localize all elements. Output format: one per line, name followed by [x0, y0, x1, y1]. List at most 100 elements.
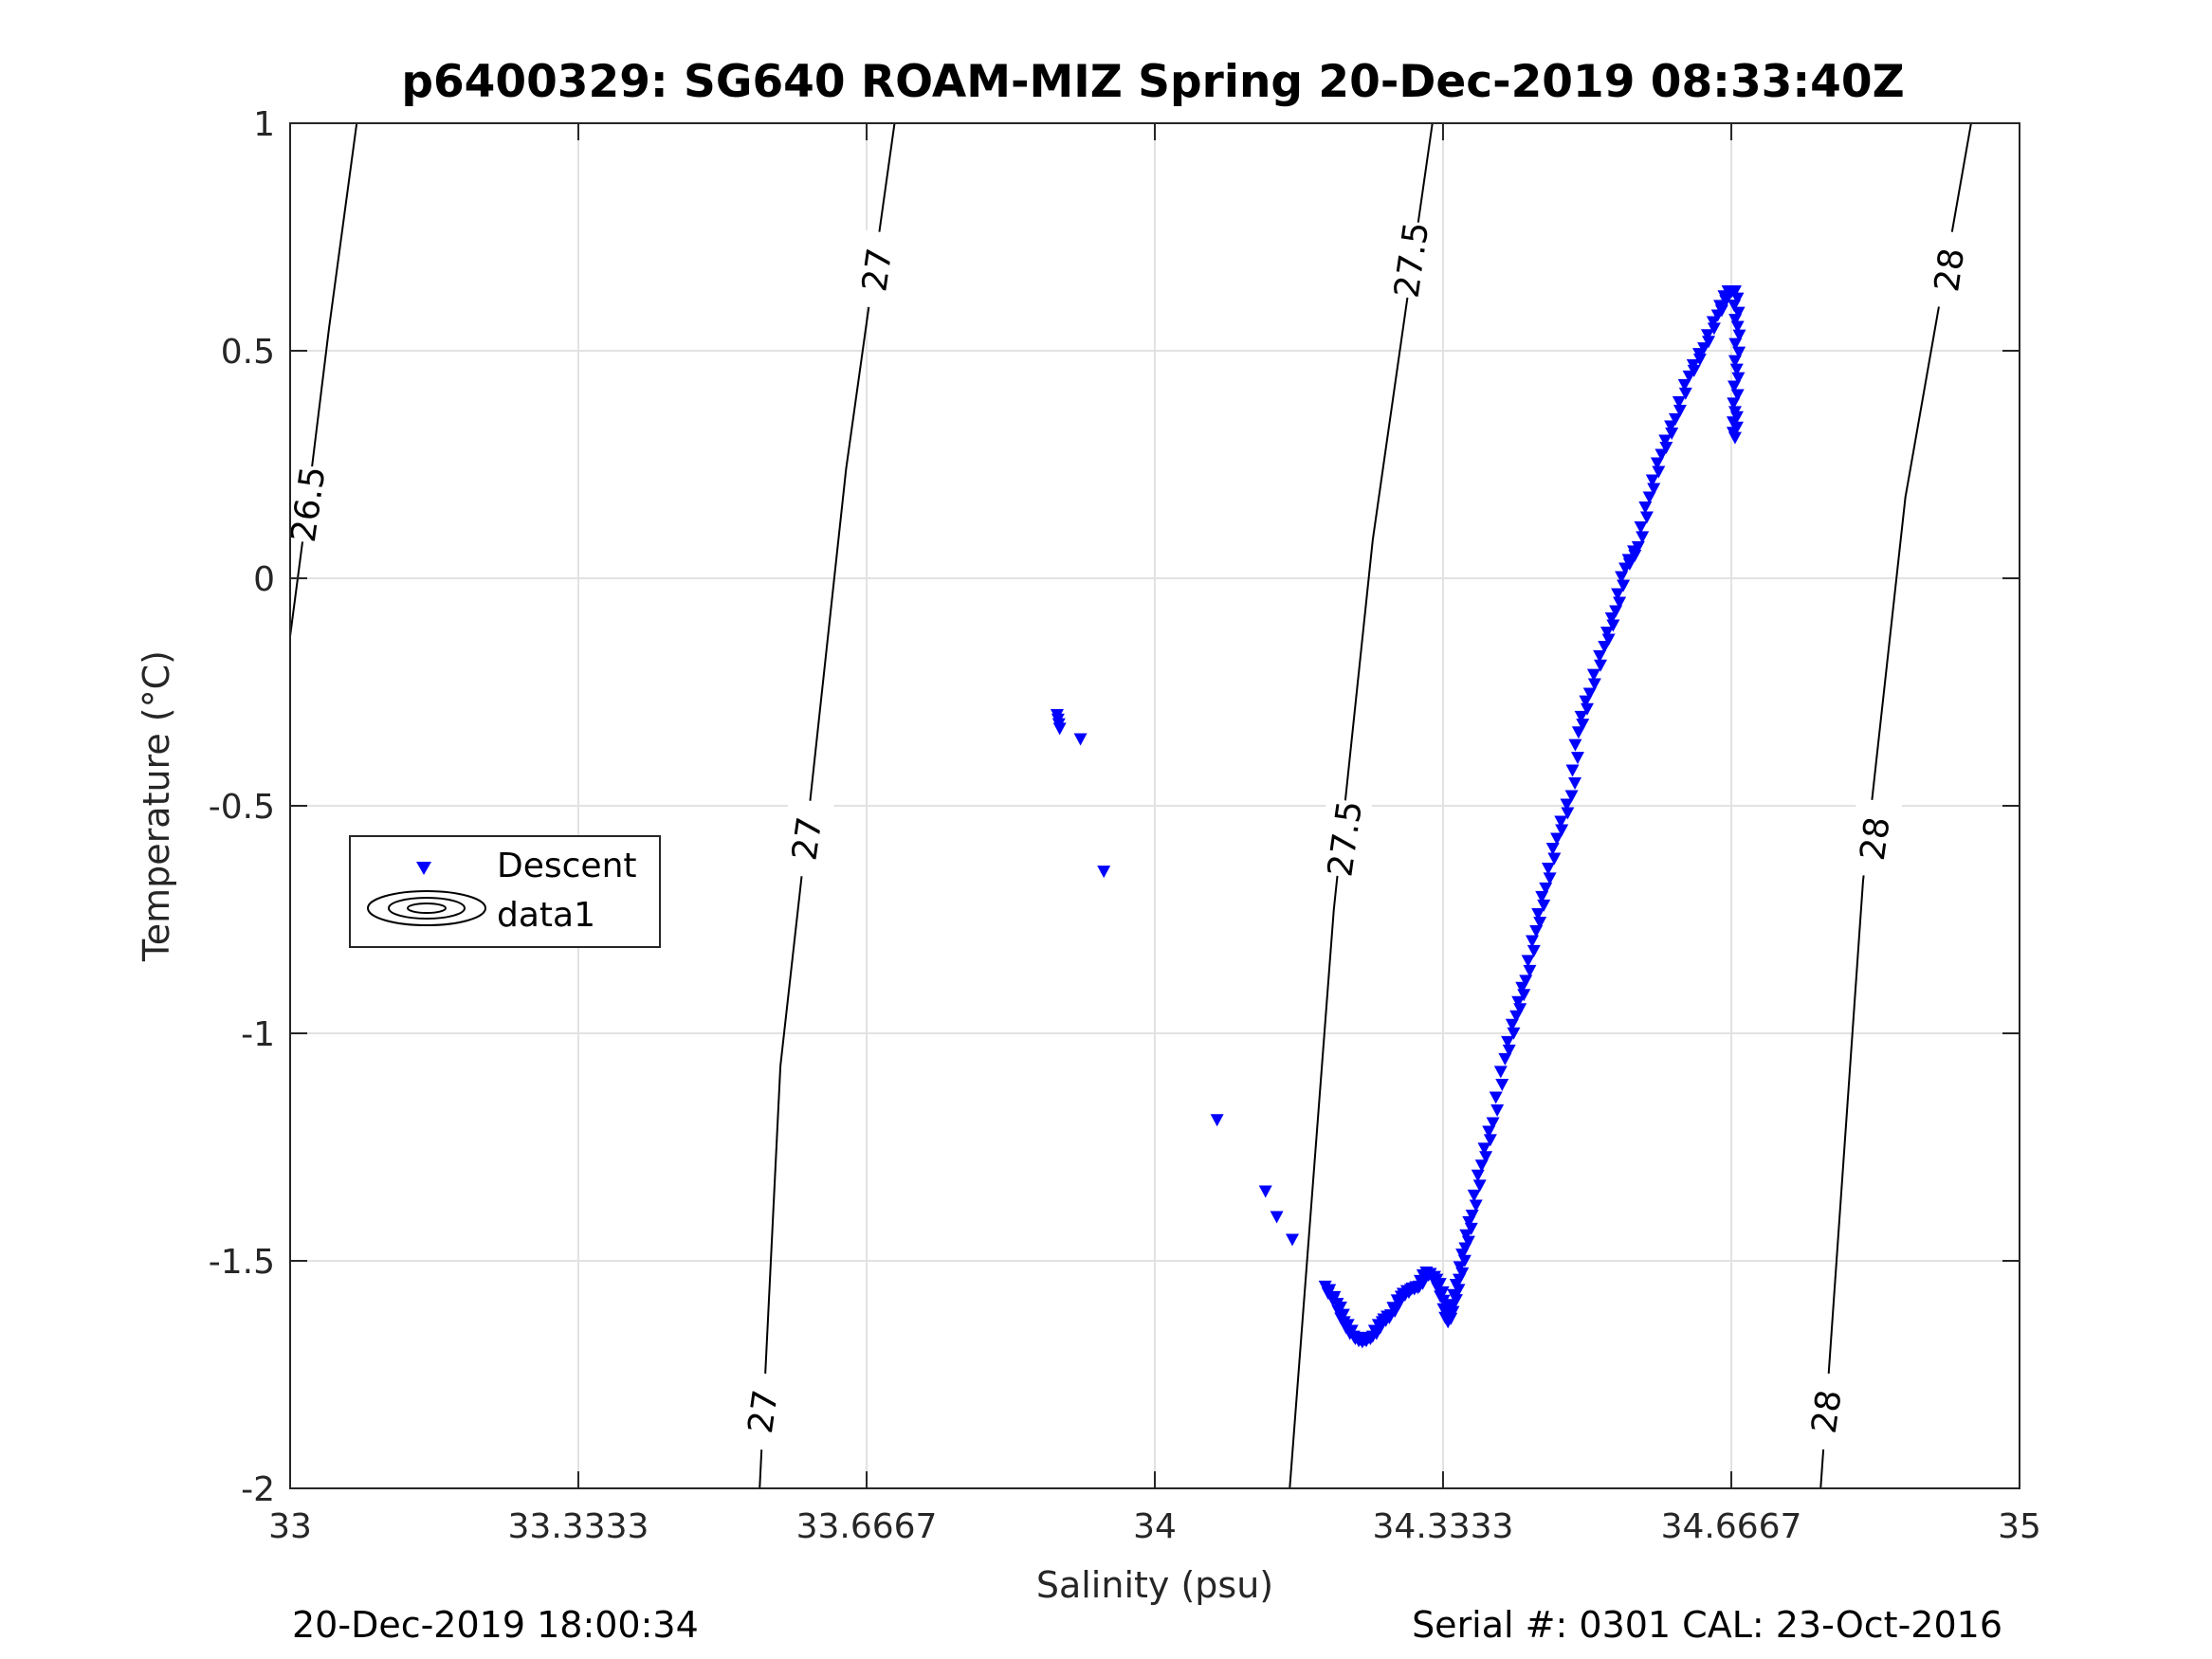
y-tick-label: 0: [253, 560, 275, 599]
legend-descent-marker-icon: [416, 862, 431, 875]
descent-point: [1505, 1018, 1519, 1031]
isopycnal-label: 27: [741, 1388, 786, 1436]
descent-point: [1502, 1044, 1516, 1057]
descent-points: [1050, 285, 1746, 1349]
descent-point: [1564, 790, 1579, 803]
isopycnal-line-27: [759, 123, 896, 1488]
descent-point: [1658, 434, 1673, 447]
y-tick-label: -1.5: [209, 1243, 275, 1282]
descent-point: [1537, 899, 1551, 912]
descent-point: [1574, 710, 1588, 723]
isopycnal-line-28: [1819, 123, 1972, 1488]
isopycnal-line-26.5: [290, 123, 358, 644]
descent-point: [1526, 935, 1540, 948]
descent-point: [1728, 285, 1742, 299]
descent-point: [1631, 540, 1645, 554]
descent-point: [1523, 964, 1537, 977]
descent-point: [1517, 989, 1531, 1002]
descent-point: [1529, 925, 1544, 938]
descent-point: [1576, 719, 1590, 732]
x-tick-label: 34.6667: [1661, 1507, 1802, 1546]
descent-point: [1730, 389, 1745, 402]
descent-point: [1489, 1091, 1503, 1104]
descent-point: [1465, 1210, 1479, 1222]
isopycnal-label-bg: [1382, 219, 1439, 301]
descent-point: [1672, 395, 1686, 409]
descent-point: [1545, 843, 1560, 856]
descent-point: [1713, 300, 1728, 313]
descent-point: [1561, 807, 1575, 820]
y-tick-label: 0.5: [221, 333, 275, 372]
descent-point: [1270, 1211, 1284, 1224]
descent-point: [1639, 511, 1654, 524]
descent-point: [1730, 292, 1745, 305]
descent-point: [1479, 1151, 1493, 1164]
descent-point: [1729, 363, 1744, 376]
descent-point: [1664, 420, 1678, 433]
descent-point: [1582, 687, 1597, 701]
isopycnal-label: 28: [1928, 246, 1972, 294]
descent-point: [1642, 491, 1656, 504]
descent-point: [1692, 354, 1707, 367]
descent-point: [1467, 1189, 1481, 1202]
isopycnal-label: 28: [1805, 1388, 1850, 1436]
y-tick-label: -2: [241, 1470, 275, 1509]
isopycnal-label-bg: [1846, 797, 1903, 880]
descent-point: [1728, 300, 1742, 313]
descent-point: [1686, 358, 1700, 372]
descent-point: [1560, 798, 1574, 811]
descent-point: [1609, 605, 1623, 618]
x-tick-label: 33.6667: [796, 1507, 938, 1546]
grid-lines: [290, 123, 2020, 1488]
descent-point: [1707, 322, 1721, 336]
descent-point: [1453, 1261, 1467, 1274]
descent-point: [1611, 588, 1625, 601]
descent-point: [1511, 995, 1526, 1009]
descent-point: [1501, 1035, 1515, 1048]
y-tick-label: -1: [241, 1015, 275, 1054]
descent-point: [1258, 1185, 1272, 1198]
descent-point: [1650, 457, 1664, 470]
descent-point: [1586, 668, 1600, 682]
isopycnal-label-bg: [849, 228, 905, 311]
y-axis-label: Temperature (°C): [136, 650, 177, 962]
y-tick-label: -0.5: [209, 788, 275, 827]
descent-point: [1555, 824, 1569, 837]
isopycnal-label-bg: [1920, 228, 1977, 311]
descent-point: [1615, 571, 1629, 584]
descent-point: [1507, 1027, 1521, 1040]
legend[interactable]: Descent data1: [349, 835, 661, 948]
isopycnal-label-bg: [279, 463, 336, 545]
descent-point: [1210, 1114, 1224, 1127]
x-axis-label: Salinity (psu): [1036, 1564, 1273, 1606]
descent-point: [1554, 815, 1568, 829]
descent-point: [1579, 695, 1593, 708]
descent-point: [1474, 1159, 1489, 1173]
descent-point: [1580, 702, 1594, 716]
descent-point: [1493, 1066, 1508, 1079]
descent-point: [1665, 427, 1679, 440]
descent-point: [1634, 520, 1648, 534]
descent-point: [1565, 764, 1580, 777]
descent-point: [1531, 907, 1545, 921]
descent-point: [1469, 1199, 1483, 1212]
descent-point: [1570, 752, 1584, 765]
descent-point: [1732, 346, 1746, 359]
isopycnal-label: 28: [1854, 814, 1898, 863]
footer-timestamp: 20-Dec-2019 18:00:34: [292, 1604, 699, 1646]
descent-point: [1477, 1142, 1491, 1156]
descent-point: [1727, 397, 1741, 410]
descent-point: [1728, 314, 1743, 327]
descent-point: [1728, 355, 1742, 368]
descent-point: [1613, 596, 1627, 610]
descent-point: [1459, 1229, 1473, 1242]
descent-point: [1483, 1134, 1497, 1147]
descent-point: [1490, 1104, 1505, 1118]
descent-point: [1654, 448, 1669, 462]
x-tick-label: 34.3333: [1373, 1507, 1514, 1546]
descent-point: [1600, 627, 1614, 640]
x-tick-label: 34: [1133, 1507, 1177, 1546]
x-tick-label: 33.3333: [508, 1507, 649, 1546]
descent-point: [1731, 372, 1746, 385]
descent-point: [1732, 329, 1746, 342]
